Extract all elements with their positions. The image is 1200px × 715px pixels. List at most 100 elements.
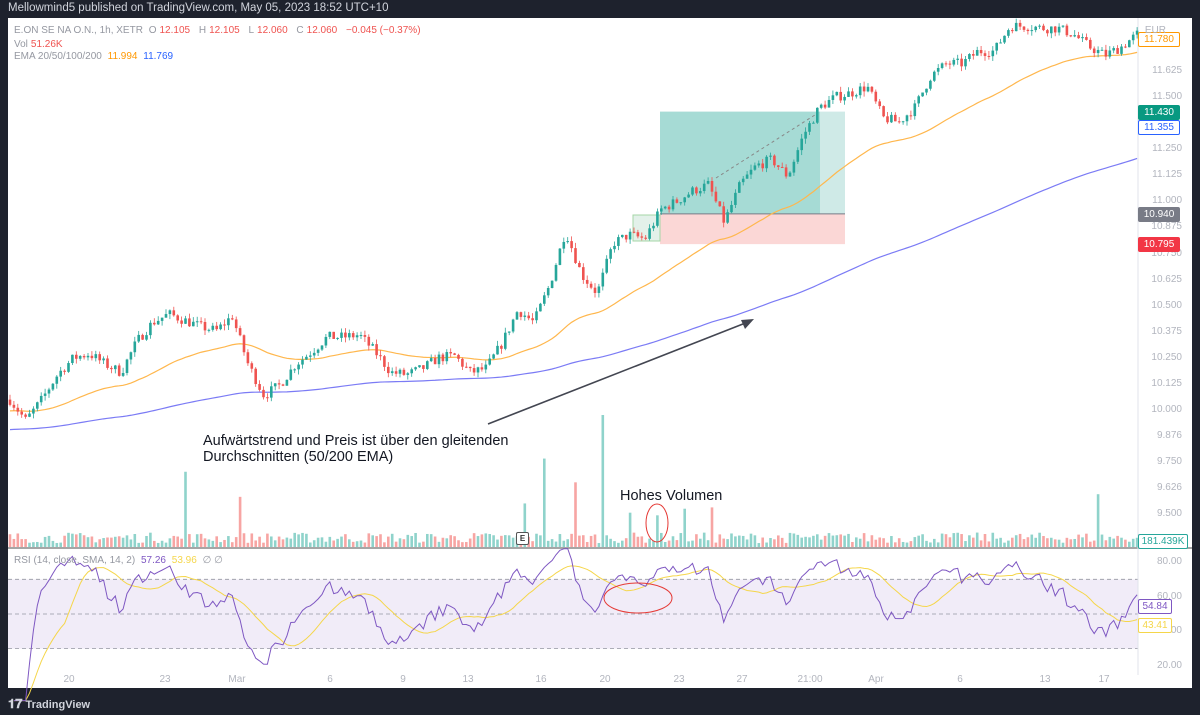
price-label-red: 10.795 xyxy=(1138,237,1180,253)
time-tick: 23 xyxy=(673,674,685,685)
candle xyxy=(8,399,12,405)
price-tick: 11.000 xyxy=(1152,195,1182,207)
volume-bar xyxy=(933,538,936,547)
volume-bar xyxy=(613,541,616,547)
volume-bar xyxy=(972,537,975,547)
stop-zone xyxy=(660,213,845,245)
volume-bar xyxy=(687,541,690,547)
volume-bar xyxy=(1081,537,1084,547)
volume-bar xyxy=(511,537,515,547)
candle xyxy=(897,121,901,123)
volume-annotation[interactable]: Hohes Volumen xyxy=(620,488,723,504)
candle xyxy=(133,341,137,353)
time-tick: 27 xyxy=(736,674,748,685)
candle xyxy=(1128,40,1131,48)
candle xyxy=(71,354,74,364)
volume-bar xyxy=(605,535,608,547)
volume-bar xyxy=(656,515,659,547)
candle xyxy=(1124,46,1127,48)
volume-bar xyxy=(293,532,296,547)
volume-bar xyxy=(406,534,410,547)
candle xyxy=(180,320,183,324)
candle xyxy=(527,315,530,319)
volume-bar xyxy=(585,541,589,547)
volume-bar xyxy=(1011,537,1014,547)
candle xyxy=(488,358,491,365)
candle xyxy=(297,364,300,370)
price-tick: 11.500 xyxy=(1152,91,1182,102)
candle xyxy=(695,187,698,194)
candle xyxy=(293,369,296,371)
volume-bar xyxy=(1077,534,1080,547)
candle xyxy=(426,361,429,369)
candle xyxy=(500,345,503,349)
volume-bar xyxy=(441,537,445,547)
volume-bar xyxy=(671,536,675,547)
volume-bar xyxy=(383,542,386,547)
time-tick: 9 xyxy=(400,674,406,685)
candle xyxy=(823,104,827,108)
candle xyxy=(550,280,554,289)
price-tick: 9.626 xyxy=(1156,482,1182,494)
rsi-value: 57.26 xyxy=(140,555,166,566)
volume-bar xyxy=(36,541,39,547)
volume-bar xyxy=(1124,539,1127,547)
candle xyxy=(535,311,538,321)
volume-bar xyxy=(250,533,254,547)
candle xyxy=(925,88,928,93)
candle xyxy=(449,352,452,354)
time-tick: 6 xyxy=(327,674,333,685)
volume-bar xyxy=(609,538,612,547)
volume-bar xyxy=(12,538,16,547)
volume-bar xyxy=(461,542,464,547)
price-tick: 10.250 xyxy=(1151,351,1182,363)
candle xyxy=(227,318,230,326)
earnings-marker[interactable]: E xyxy=(516,532,529,545)
candle xyxy=(367,336,371,346)
volume-bar xyxy=(808,537,811,547)
volume-bar xyxy=(734,536,737,547)
candle xyxy=(839,91,842,101)
candle xyxy=(1003,35,1006,43)
candle xyxy=(507,331,511,333)
candle xyxy=(1034,26,1037,31)
candle xyxy=(858,86,862,96)
volume-bar xyxy=(47,535,51,547)
candle xyxy=(562,241,566,249)
volume-bar xyxy=(784,542,788,547)
candle xyxy=(141,334,144,340)
price-tick: 11.250 xyxy=(1152,143,1182,155)
candle xyxy=(429,358,433,362)
volume-bar xyxy=(59,542,62,547)
time-tick: 20 xyxy=(63,674,75,685)
candle xyxy=(39,395,43,403)
volume-bar xyxy=(792,533,796,547)
volume-bar xyxy=(82,535,86,547)
candle xyxy=(78,355,82,359)
candle xyxy=(277,383,281,385)
candle xyxy=(363,335,367,337)
trend-annotation[interactable]: Aufwärtstrend und Preis ist über den gle… xyxy=(203,433,509,465)
volume-bar xyxy=(1053,539,1057,547)
candle xyxy=(905,115,909,122)
volume-bar xyxy=(546,540,550,547)
volume-bar xyxy=(328,536,332,547)
volume-bar xyxy=(1069,539,1073,547)
tradingview-logo[interactable]: 𝟏𝟕 TradingView xyxy=(8,696,91,711)
volume-bar xyxy=(387,536,390,547)
candle xyxy=(913,103,917,117)
volume-bar xyxy=(765,542,768,547)
volume-bar xyxy=(273,540,277,547)
volume-bar xyxy=(102,538,105,547)
price-tick: 10.750 xyxy=(1151,247,1182,259)
candle xyxy=(480,367,484,370)
volume-bar xyxy=(780,537,784,547)
candle xyxy=(90,355,94,359)
volume-bar xyxy=(176,536,179,547)
candle xyxy=(441,354,445,362)
candle xyxy=(1011,30,1014,32)
candle xyxy=(20,411,23,415)
volume-bar xyxy=(917,535,920,547)
volume-bar xyxy=(897,538,901,547)
